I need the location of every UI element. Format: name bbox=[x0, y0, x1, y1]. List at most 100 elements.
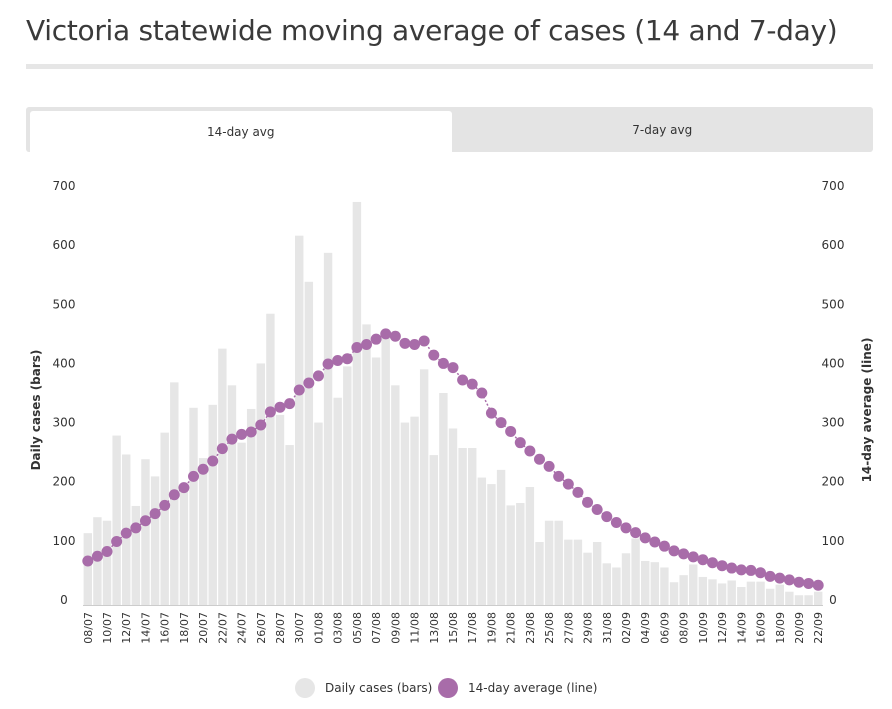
avg-point-16-07 bbox=[159, 499, 171, 511]
x-tick-20-07: 20/07 bbox=[197, 612, 210, 644]
avg-point-19-09 bbox=[783, 574, 795, 586]
x-tick-22-07: 22/07 bbox=[216, 612, 229, 644]
avg-point-04-08 bbox=[341, 353, 353, 365]
bar-27-07 bbox=[266, 313, 275, 605]
bar-16-07 bbox=[160, 432, 169, 605]
bar-03-08 bbox=[333, 397, 342, 605]
avg-point-04-09 bbox=[639, 532, 651, 544]
bar-18-08 bbox=[477, 477, 487, 605]
left-tick-200: 200 bbox=[53, 475, 76, 489]
x-tick-24-07: 24/07 bbox=[236, 612, 249, 644]
x-tick-10-07: 10/07 bbox=[101, 612, 114, 644]
tab-14-day-avg[interactable]: 14-day avg bbox=[30, 111, 452, 152]
bar-07-09 bbox=[669, 582, 679, 605]
avg-point-28-07 bbox=[274, 401, 286, 413]
avg-points bbox=[82, 328, 824, 591]
avg-point-19-07 bbox=[188, 470, 200, 482]
legend-swatch-bars[interactable] bbox=[295, 678, 315, 698]
left-tick-100: 100 bbox=[53, 534, 76, 548]
avg-point-17-08 bbox=[466, 378, 478, 390]
bar-14-07 bbox=[141, 459, 150, 605]
avg-point-27-07 bbox=[264, 406, 276, 418]
bar-22-07 bbox=[218, 348, 227, 605]
right-tick-300: 300 bbox=[822, 416, 845, 430]
x-tick-10-09: 10/09 bbox=[697, 612, 710, 644]
bar-28-07 bbox=[275, 414, 285, 605]
avg-point-09-09 bbox=[687, 551, 699, 563]
bar-03-09 bbox=[631, 538, 640, 605]
avg-point-18-09 bbox=[774, 572, 786, 584]
bar-23-07 bbox=[227, 385, 237, 605]
x-tick-16-09: 16/09 bbox=[755, 612, 768, 644]
x-tick-23-08: 23/08 bbox=[524, 612, 537, 644]
legend-swatch-line[interactable] bbox=[438, 678, 458, 698]
daily-cases-bars bbox=[83, 201, 823, 605]
avg-point-11-09 bbox=[706, 557, 718, 569]
bar-31-07 bbox=[304, 281, 314, 605]
avg-point-30-07 bbox=[293, 384, 305, 396]
legend-label-bars[interactable]: Daily cases (bars) bbox=[325, 681, 432, 695]
avg-point-02-08 bbox=[322, 358, 334, 370]
avg-point-08-07 bbox=[82, 555, 94, 567]
avg-point-15-08 bbox=[447, 362, 459, 374]
avg-point-02-09 bbox=[620, 522, 632, 534]
avg-point-26-07 bbox=[255, 419, 267, 431]
bar-20-09 bbox=[794, 595, 804, 605]
bar-11-09 bbox=[708, 579, 717, 605]
legend-label-line[interactable]: 14-day average (line) bbox=[468, 681, 597, 695]
x-tick-04-09: 04/09 bbox=[639, 612, 652, 644]
bar-16-09 bbox=[756, 581, 765, 605]
bar-21-08 bbox=[506, 505, 515, 605]
bar-14-09 bbox=[737, 586, 746, 605]
bar-28-08 bbox=[573, 539, 583, 605]
avg-point-13-09 bbox=[726, 562, 738, 574]
right-tick-100: 100 bbox=[822, 534, 845, 548]
bar-14-08 bbox=[439, 393, 448, 605]
bar-08-09 bbox=[679, 575, 688, 605]
avg-point-13-08 bbox=[428, 349, 440, 361]
avg-point-07-08 bbox=[370, 333, 382, 345]
bar-09-08 bbox=[391, 385, 400, 605]
tab-7-day-avg[interactable]: 7-day avg bbox=[632, 122, 693, 137]
bar-02-09 bbox=[621, 553, 631, 605]
bar-06-09 bbox=[660, 567, 669, 605]
avg-point-27-08 bbox=[562, 478, 574, 490]
x-tick-22-09: 22/09 bbox=[812, 612, 825, 644]
avg-point-14-08 bbox=[437, 357, 449, 369]
bar-30-07 bbox=[295, 235, 304, 605]
avg-point-03-08 bbox=[332, 354, 344, 366]
avg-point-13-07 bbox=[130, 522, 142, 534]
x-tick-15-08: 15/08 bbox=[447, 612, 460, 644]
x-tick-11-08: 11/08 bbox=[409, 612, 422, 644]
avg-point-28-08 bbox=[572, 486, 584, 498]
avg-point-22-07 bbox=[216, 443, 228, 455]
x-tick-20-09: 20/09 bbox=[793, 612, 806, 644]
x-tick-02-09: 02/09 bbox=[620, 612, 633, 644]
bar-27-08 bbox=[564, 539, 573, 605]
avg-point-22-09 bbox=[812, 579, 824, 591]
avg-point-05-09 bbox=[649, 536, 661, 548]
avg-point-18-08 bbox=[476, 387, 488, 399]
bar-01-09 bbox=[612, 567, 621, 605]
x-tick-08-09: 08/09 bbox=[678, 612, 691, 644]
bar-08-08 bbox=[381, 333, 390, 605]
x-tick-13-08: 13/08 bbox=[428, 612, 441, 644]
avg-point-12-07 bbox=[120, 527, 132, 539]
left-axis-ticks: 0 100 200 300 400 500 600 700 bbox=[53, 179, 76, 607]
avg-point-16-09 bbox=[755, 567, 767, 579]
x-tick-05-08: 05/08 bbox=[351, 612, 364, 644]
avg-point-12-08 bbox=[418, 335, 430, 347]
avg-point-01-09 bbox=[610, 517, 622, 529]
left-tick-600: 600 bbox=[53, 238, 76, 252]
x-tick-03-08: 03/08 bbox=[332, 612, 345, 644]
avg-point-25-07 bbox=[245, 426, 257, 438]
avg-point-19-08 bbox=[485, 407, 497, 419]
title-divider bbox=[26, 64, 873, 69]
bar-25-07 bbox=[246, 408, 256, 605]
avg-point-11-08 bbox=[409, 339, 421, 350]
avg-point-03-09 bbox=[630, 527, 642, 539]
bar-11-07 bbox=[112, 435, 121, 605]
x-axis-ticks: 08/07 10/07 12/07 14/07 16/07 18/07 20/07 22/07… bbox=[82, 612, 825, 644]
bar-04-09 bbox=[641, 560, 650, 605]
avg-point-10-07 bbox=[101, 546, 113, 557]
